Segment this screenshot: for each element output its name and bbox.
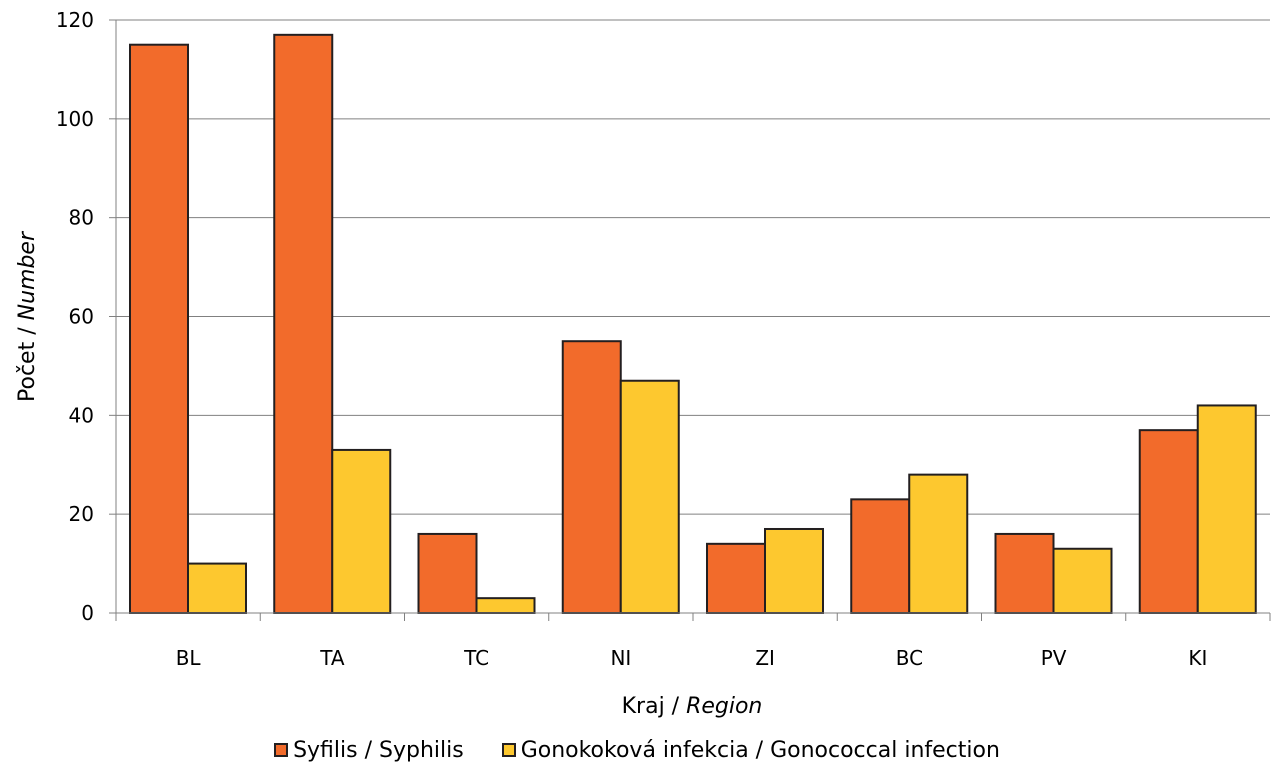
y-tick-label: 0 [81,601,94,625]
bar-syphilis-pv [994,532,1055,615]
bar-syphilis-ni [561,340,622,614]
x-tick-label: NI [610,646,631,670]
y-tick-labels: 0 20 40 60 80 100 120 [56,8,94,625]
x-tick-labels: BL TA TC NI ZI BC PV KI [176,646,1208,670]
bar-syphilis-bc [850,498,911,615]
legend: Syfilis / Syphilis Gonokoková infekcia /… [0,733,1274,767]
legend-swatch-syphilis [274,743,289,757]
y-tick-label: 60 [69,305,94,329]
bar-gonococcal-ki [1196,404,1257,615]
x-tick-label: PV [1041,646,1067,670]
y-tick-label: 120 [56,8,94,32]
bar-syphilis-zi [706,542,766,614]
x-tick-label: BC [896,646,923,670]
bars [129,33,1257,615]
bar-gonococcal-ni [619,379,680,614]
bar-syphilis-bl [129,43,189,615]
x-tick-label: BL [176,646,202,670]
bar-gonococcal-zi [764,527,824,614]
legend-item-syphilis: Syfilis / Syphilis [274,738,464,763]
bar-syphilis-ki [1138,429,1199,614]
x-tick-label: TC [463,646,489,670]
bar-gonococcal-bc [908,473,969,614]
axes [109,19,1271,621]
y-tick-label: 80 [69,206,94,230]
bar-gonococcal-pv [1052,547,1113,615]
bar-syphilis-ta [273,33,334,614]
legend-label-gonococcal: Gonokoková infekcia / Gonococcal infecti… [520,737,1000,763]
bar-chart: 0 20 40 60 80 100 120 BL TA TC NI ZI BC PV KI Počet /… [15,8,1271,719]
x-tick-label: KI [1188,646,1207,670]
legend-item-gonococcal: Gonokoková infekcia / Gonococcal infecti… [501,737,1000,763]
x-tick-label: ZI [755,646,775,670]
legend-label-syphilis: Syfilis / Syphilis [293,737,464,763]
x-axis-title: Kraj / Region [622,694,763,719]
y-tick-label: 20 [69,502,94,526]
y-axis-title: Počet / Number [15,230,40,402]
legend-swatch-gonococcal [501,743,516,757]
bar-syphilis-tc [417,532,478,615]
bar-gonococcal-tc [475,597,536,614]
x-tick-label: TA [319,646,345,670]
y-tick-label: 40 [69,403,94,427]
y-tick-label: 100 [56,107,94,131]
bar-gonococcal-bl [187,562,247,614]
bar-gonococcal-ta [331,448,392,614]
